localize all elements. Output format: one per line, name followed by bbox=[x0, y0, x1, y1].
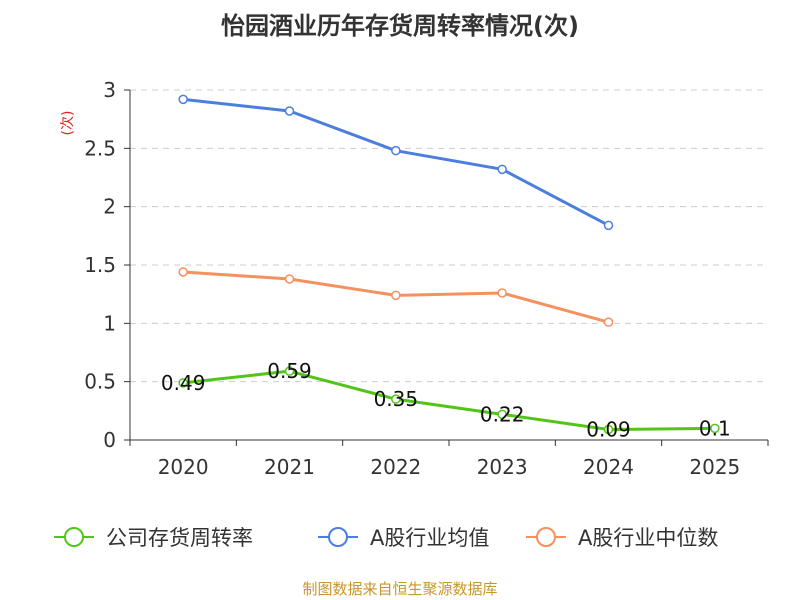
data-point bbox=[497, 288, 507, 298]
gridlines bbox=[130, 89, 768, 383]
data-point bbox=[603, 317, 614, 327]
data-point bbox=[284, 106, 295, 116]
source-note: 制图数据来自恒生聚源数据库 bbox=[302, 580, 497, 598]
data-label: 0.09 bbox=[586, 418, 631, 442]
x-tick-label: 2020 bbox=[158, 455, 209, 479]
legend-swatch-marker bbox=[536, 527, 556, 547]
y-tick-label: 1.5 bbox=[84, 253, 116, 277]
axes: 0 0.5 1 1.5 2 2.5 3 2020 2021 2022 2023 2024 2025 bbox=[84, 78, 769, 479]
y-tick-label: 0.5 bbox=[84, 370, 116, 394]
data-point bbox=[391, 394, 401, 404]
data-point bbox=[391, 290, 401, 301]
y-tick-label: 2.5 bbox=[84, 136, 116, 160]
legend-label: A股行业均值 bbox=[370, 526, 489, 550]
data-point bbox=[284, 366, 295, 376]
data-label: 0.22 bbox=[480, 402, 525, 426]
legend-label: A股行业中位数 bbox=[578, 526, 718, 550]
y-axis-label: (次) bbox=[60, 111, 76, 136]
legend-swatch-marker bbox=[64, 527, 84, 547]
data-point bbox=[603, 220, 614, 231]
y-tick-label: 3 bbox=[103, 78, 116, 102]
x-tick-label: 2024 bbox=[583, 455, 634, 479]
y-tick-label: 1 bbox=[103, 311, 116, 335]
data-label: 0.35 bbox=[374, 387, 419, 411]
data-point bbox=[284, 274, 295, 284]
legend-swatch-marker bbox=[328, 527, 348, 547]
series-group: 0.49 0.59 0.35 0.22 0.09 0.1 bbox=[161, 94, 731, 442]
x-tick-label: 2023 bbox=[477, 455, 528, 479]
legend: 公司存货周转率 A股行业均值 A股行业中位数 bbox=[54, 526, 718, 550]
data-point bbox=[710, 423, 720, 434]
data-point bbox=[391, 145, 401, 156]
y-tick-label: 2 bbox=[103, 195, 116, 219]
data-label: 0.1 bbox=[699, 416, 731, 440]
x-tick-label: 2022 bbox=[370, 455, 421, 479]
series-line-0 bbox=[183, 369, 715, 431]
x-tick-label: 2025 bbox=[689, 455, 740, 479]
legend-label: 公司存货周转率 bbox=[106, 526, 253, 550]
data-point bbox=[178, 94, 188, 105]
y-tick-label: 0 bbox=[103, 428, 116, 452]
data-point bbox=[497, 164, 507, 175]
data-label: 0.59 bbox=[267, 359, 312, 383]
data-point bbox=[178, 267, 188, 277]
x-tick-label: 2021 bbox=[264, 455, 315, 479]
data-point bbox=[178, 378, 188, 388]
chart-title: 怡园酒业历年存货周转率情况(次) bbox=[221, 12, 579, 40]
data-point bbox=[497, 409, 507, 420]
data-label: 0.49 bbox=[161, 371, 206, 395]
data-point bbox=[603, 424, 614, 435]
